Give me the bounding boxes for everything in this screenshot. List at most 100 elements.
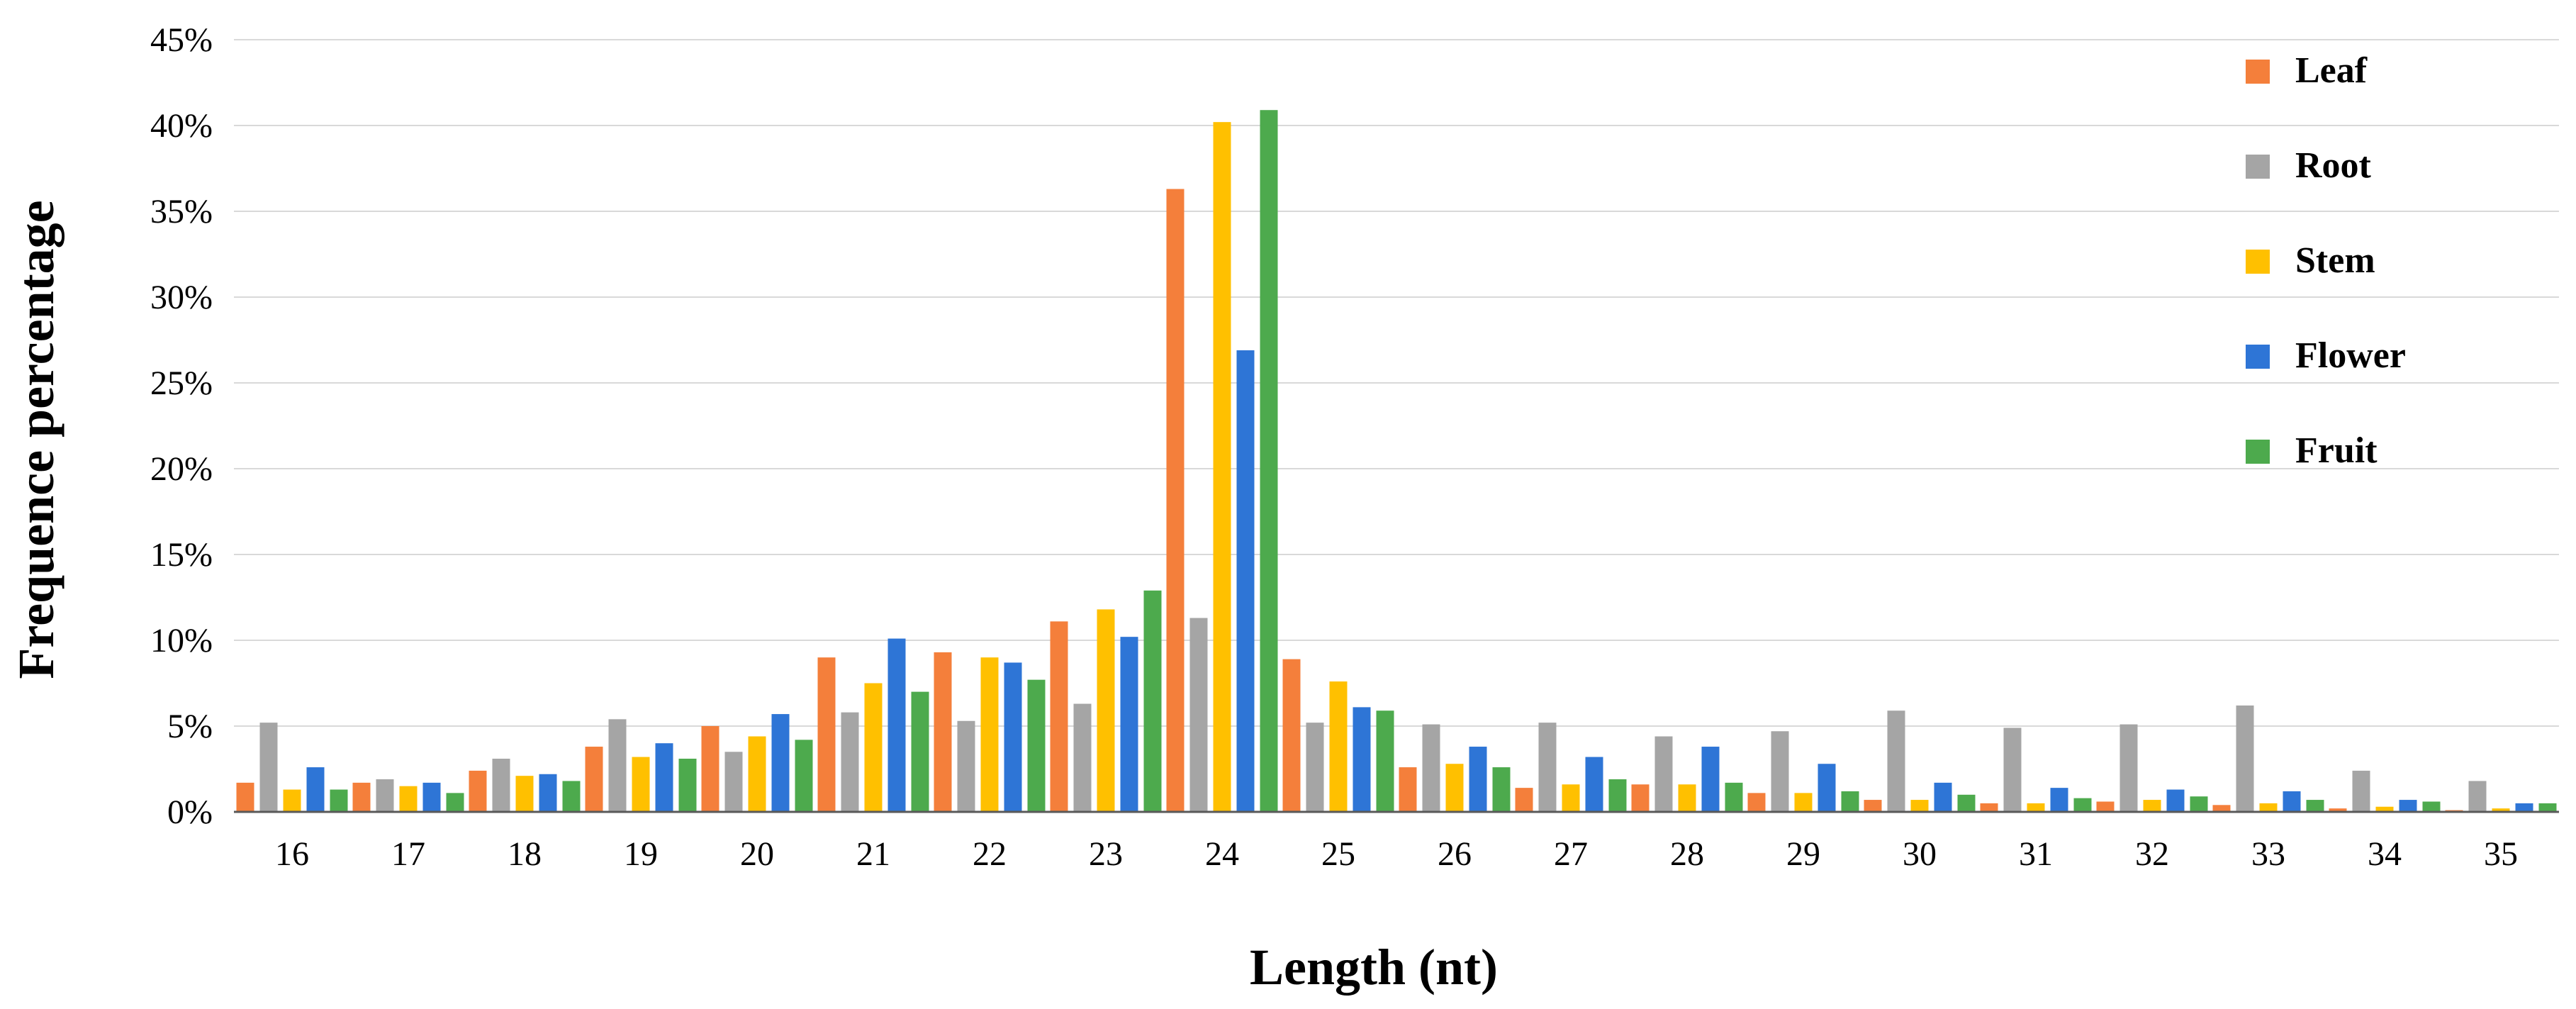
bar-flower-22	[1004, 662, 1022, 812]
x-tick-label: 21	[856, 835, 890, 873]
bar-root-32	[2119, 724, 2138, 812]
bar-flower-28	[1701, 747, 1720, 812]
bar-stem-29	[1794, 793, 1813, 812]
bar-flower-25	[1353, 707, 1371, 812]
bar-fruit-16	[330, 789, 348, 812]
gridlines	[234, 39, 2559, 727]
y-axis-tick-labels: 0% 5% 10% 15% 20% 25% 30% 35% 40% 45%	[150, 21, 213, 831]
legend: Leaf Root Stem Flower Fruit	[2246, 50, 2406, 471]
bar-flower-21	[887, 638, 906, 812]
bar-leaf-27	[1515, 788, 1533, 812]
y-tick-label: 5%	[167, 708, 213, 745]
bar-flower-23	[1120, 637, 1138, 812]
x-tick-label: 20	[740, 835, 774, 873]
bar-stem-31	[2027, 803, 2045, 812]
x-tick-label: 26	[1438, 835, 1472, 873]
bar-root-21	[841, 712, 859, 812]
bar-fruit-34	[2422, 801, 2441, 812]
x-tick-label: 35	[2484, 835, 2518, 873]
legend-label-stem: Stem	[2295, 240, 2375, 281]
y-tick-label: 45%	[150, 21, 213, 59]
bar-flower-32	[2166, 789, 2185, 812]
x-tick-label: 33	[2251, 835, 2285, 873]
bar-leaf-29	[1747, 793, 1766, 812]
x-tick-label: 22	[973, 835, 1007, 873]
bar-stem-30	[1910, 800, 1929, 812]
bar-leaf-16	[236, 782, 254, 812]
bar-flower-17	[422, 782, 441, 812]
bar-stem-18	[515, 776, 534, 812]
bar-leaf-31	[1980, 803, 1998, 812]
bar-flower-20	[771, 714, 790, 812]
bar-leaf-18	[469, 770, 487, 812]
y-tick-label: 25%	[150, 364, 213, 402]
bar-fruit-21	[911, 691, 929, 812]
bar-stem-28	[1678, 784, 1696, 812]
bar-stem-19	[632, 757, 650, 812]
x-tick-label: 17	[391, 835, 425, 873]
bar-fruit-30	[1957, 794, 1976, 812]
bar-fruit-18	[562, 781, 581, 812]
bar-flower-24	[1236, 350, 1255, 812]
y-axis-title: Frequence percentage	[8, 200, 65, 679]
x-axis-title: Length (nt)	[1250, 939, 1498, 996]
x-tick-label: 19	[624, 835, 658, 873]
bar-root-29	[1771, 731, 1789, 812]
bar-fruit-27	[1608, 779, 1627, 812]
y-tick-label: 20%	[150, 450, 213, 488]
bar-root-16	[259, 723, 278, 812]
bar-leaf-25	[1282, 659, 1301, 812]
bar-root-20	[724, 752, 743, 812]
bar-fruit-23	[1143, 590, 1162, 812]
legend-label-fruit: Fruit	[2295, 430, 2378, 471]
bar-root-18	[492, 758, 510, 812]
bar-fruit-32	[2190, 796, 2208, 812]
bar-fruit-25	[1376, 710, 1394, 812]
bar-stem-25	[1329, 681, 1348, 812]
bar-stem-16	[283, 789, 301, 812]
y-tick-label: 0%	[167, 793, 213, 831]
x-tick-label: 29	[1786, 835, 1820, 873]
bar-root-35	[2468, 781, 2487, 812]
bar-leaf-30	[1864, 800, 1882, 812]
bar-leaf-34	[2329, 808, 2347, 812]
bar-fruit-19	[678, 758, 697, 812]
legend-label-root: Root	[2295, 145, 2372, 186]
bar-fruit-35	[2538, 803, 2557, 812]
bar-fruit-22	[1027, 679, 1046, 812]
bar-stem-26	[1445, 764, 1464, 812]
legend-swatch-leaf	[2246, 60, 2270, 84]
bar-stem-33	[2259, 803, 2278, 812]
x-tick-label: 32	[2135, 835, 2169, 873]
bar-fruit-17	[446, 793, 464, 812]
bar-leaf-20	[701, 726, 719, 812]
legend-swatch-stem	[2246, 250, 2270, 274]
y-tick-label: 35%	[150, 193, 213, 230]
legend-label-flower: Flower	[2295, 335, 2406, 376]
bar-root-19	[608, 719, 627, 812]
bar-stem-21	[864, 683, 883, 812]
bar-flower-31	[2050, 788, 2068, 812]
bar-root-26	[1422, 724, 1440, 812]
bar-root-23	[1073, 703, 1092, 812]
x-axis-tick-labels: 16 17 18 19 20 21 22 23 24 25 26 27 28 29 30 31 32 33 34 35	[275, 835, 2518, 873]
bar-fruit-24	[1260, 110, 1278, 813]
x-tick-label: 28	[1670, 835, 1704, 873]
bar-leaf-33	[2212, 805, 2231, 812]
legend-swatch-flower	[2246, 345, 2270, 369]
bar-flower-27	[1585, 757, 1603, 812]
bar-stem-34	[2375, 806, 2394, 812]
legend-swatch-fruit	[2246, 440, 2270, 464]
x-tick-label: 25	[1321, 835, 1355, 873]
x-tick-label: 30	[1903, 835, 1937, 873]
bar-root-25	[1306, 723, 1324, 812]
y-tick-label: 10%	[150, 622, 213, 659]
legend-swatch-root	[2246, 155, 2270, 179]
bar-fruit-31	[2073, 798, 2092, 812]
y-tick-label: 15%	[150, 536, 213, 574]
y-tick-label: 30%	[150, 279, 213, 316]
bar-flower-34	[2399, 800, 2417, 812]
bar-flower-35	[2515, 803, 2533, 812]
bar-leaf-22	[934, 652, 952, 812]
